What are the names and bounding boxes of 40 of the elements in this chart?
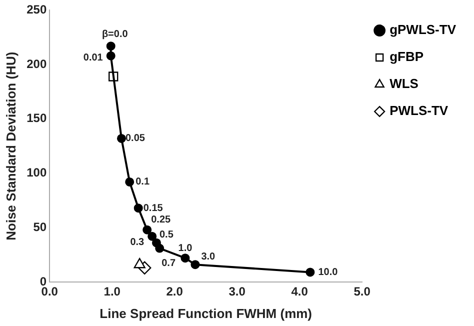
annotation: 3.0 bbox=[201, 251, 216, 262]
annotation: 0.5 bbox=[159, 230, 174, 241]
x-tick-label: 4.0 bbox=[291, 284, 308, 299]
x-tick-label: 5.0 bbox=[354, 284, 371, 299]
legend-label: gPWLS-TV bbox=[390, 22, 456, 38]
y-tick-label: 250 bbox=[26, 2, 47, 17]
legend-label: gFBP bbox=[390, 49, 424, 64]
x-axis-title: Line Spread Function FWHM (mm) bbox=[100, 306, 312, 321]
annotation: 1.0 bbox=[178, 242, 193, 254]
point bbox=[155, 244, 164, 253]
x-tick-label: 2.0 bbox=[166, 284, 184, 299]
y-tick-label: 50 bbox=[33, 220, 47, 234]
y-tick-label: 200 bbox=[26, 56, 47, 71]
point bbox=[106, 42, 116, 51]
annotation: 10.0 bbox=[318, 266, 338, 278]
annotation: 0.05 bbox=[125, 133, 146, 144]
point bbox=[180, 254, 190, 263]
x-tick-label: 1.0 bbox=[104, 284, 121, 299]
annotation: 0.25 bbox=[151, 214, 172, 226]
point bbox=[116, 134, 126, 143]
x-tick-label: 3.0 bbox=[228, 284, 246, 299]
y-axis-title: Noise Standard Deviation (HU) bbox=[3, 52, 18, 240]
point bbox=[106, 51, 116, 60]
point bbox=[148, 232, 157, 241]
annotation: 0.15 bbox=[143, 202, 164, 214]
point bbox=[190, 260, 200, 270]
point bbox=[142, 225, 152, 234]
point bbox=[306, 268, 315, 277]
annotation: 0.7 bbox=[162, 258, 176, 270]
y-tick-label: 150 bbox=[26, 111, 47, 126]
legend-label: WLS bbox=[390, 76, 419, 92]
annotation: 0.01 bbox=[83, 52, 104, 64]
annotation: β=0.0 bbox=[102, 28, 128, 40]
point bbox=[125, 177, 134, 186]
legend-label: PWLS-TV bbox=[390, 103, 448, 118]
annotation: 0.1 bbox=[136, 176, 150, 188]
point bbox=[134, 204, 143, 213]
annotation: 0.3 bbox=[130, 237, 145, 248]
point bbox=[134, 258, 146, 268]
y-tick-label: 100 bbox=[26, 166, 47, 180]
